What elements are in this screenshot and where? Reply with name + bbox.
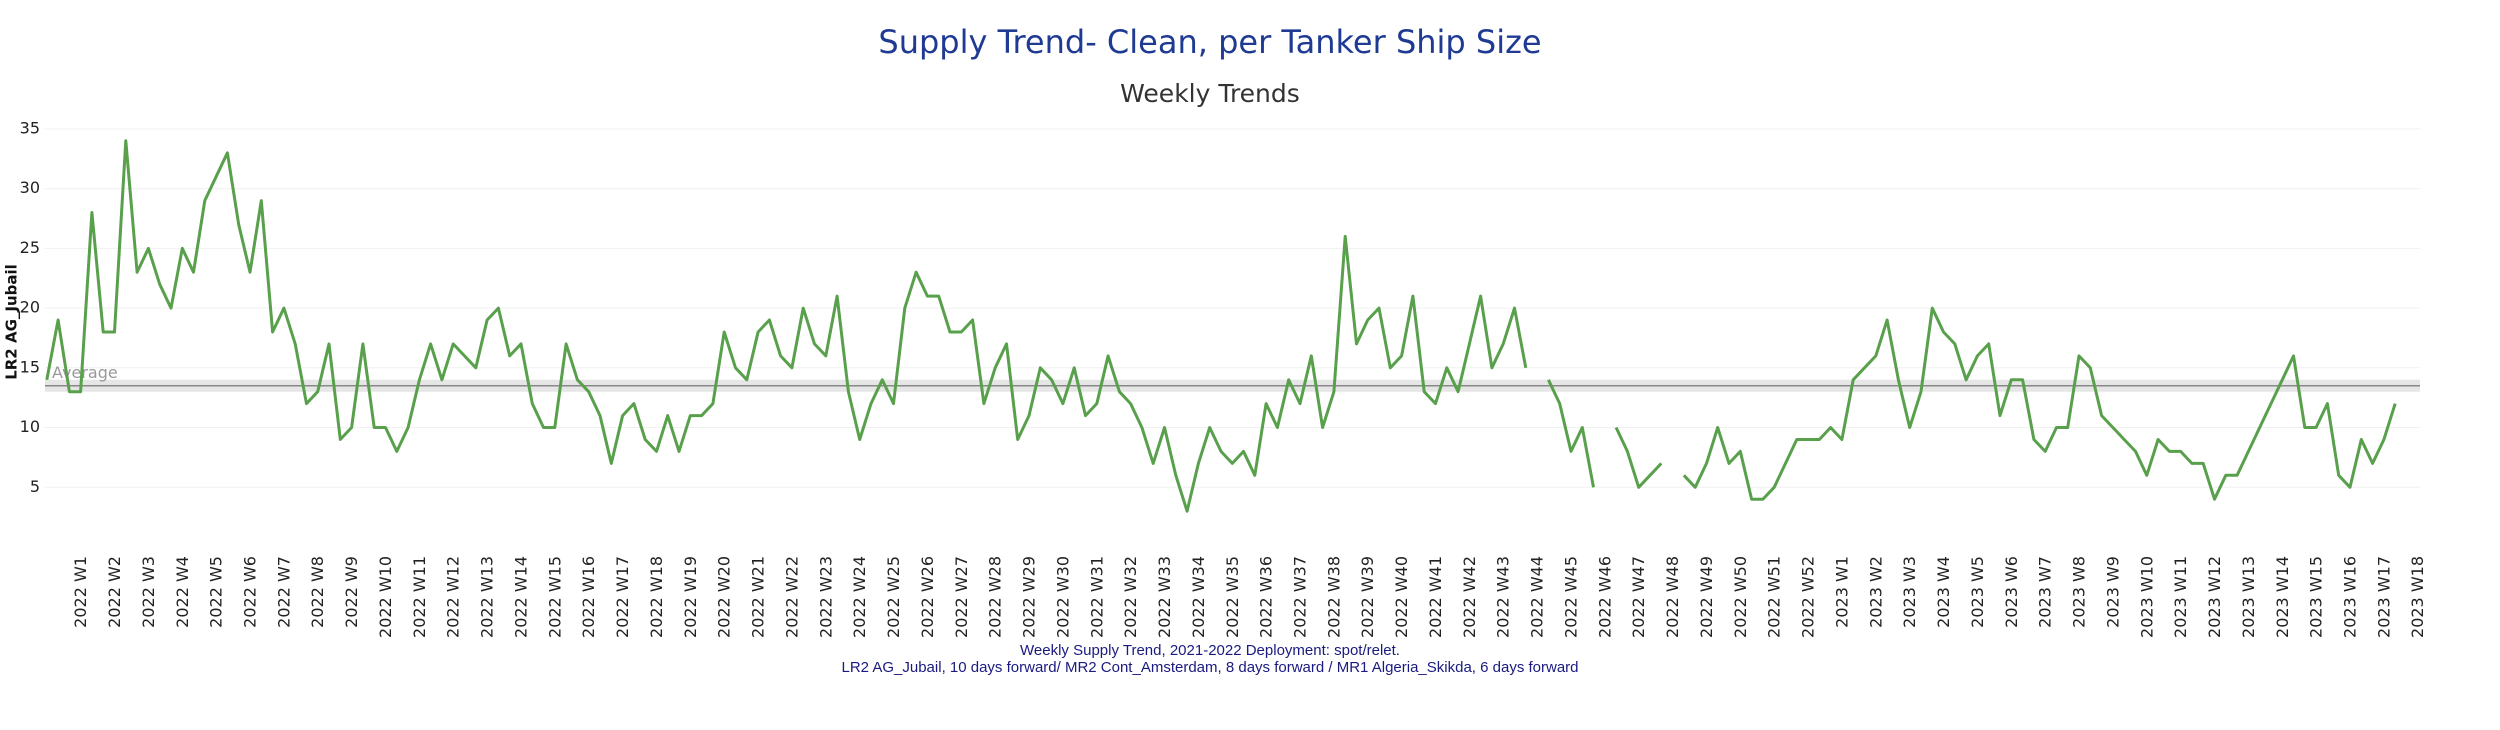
x-tick-label: 2022 W2 <box>105 556 124 628</box>
x-tick-label: 2023 W9 <box>2103 556 2122 628</box>
x-tick-label: 2023 W12 <box>2205 556 2224 638</box>
x-tick-label: 2022 W52 <box>1799 556 1818 638</box>
x-tick-label: 2023 W13 <box>2239 556 2258 638</box>
x-tick-label: 2022 W24 <box>850 556 869 638</box>
x-tick-label: 2023 W15 <box>2307 556 2326 638</box>
x-tick-label: 2022 W49 <box>1697 556 1716 638</box>
x-tick-label: 2022 W48 <box>1663 556 1682 638</box>
x-tick-label: 2022 W37 <box>1291 556 1310 638</box>
y-axis-label: LR2 AG_Jubail <box>3 264 21 380</box>
x-tick-label: 2023 W7 <box>2036 556 2055 628</box>
x-tick-label: 2023 W5 <box>1968 556 1987 628</box>
x-tick-label: 2022 W1 <box>71 556 90 628</box>
x-tick-label: 2022 W16 <box>579 556 598 638</box>
x-tick-label: 2023 W16 <box>2341 556 2360 638</box>
x-tick-label: 2022 W34 <box>1189 556 1208 638</box>
x-tick-label: 2022 W31 <box>1087 556 1106 638</box>
x-tick-label: 2023 W4 <box>1934 556 1953 628</box>
x-tick-label: 2022 W18 <box>647 556 666 638</box>
x-tick-label: 2022 W13 <box>478 556 497 638</box>
x-tick-label: 2022 W21 <box>749 556 768 638</box>
x-tick-label: 2022 W26 <box>918 556 937 638</box>
x-tick-label: 2023 W17 <box>2374 556 2393 638</box>
x-tick-label: 2022 W17 <box>613 556 632 638</box>
footnote: LR2 AG_Jubail, 10 days forward/ MR2 Cont… <box>842 659 1579 676</box>
x-tick-label: 2023 W6 <box>2002 556 2021 628</box>
x-tick-label: 2022 W23 <box>816 556 835 638</box>
x-tick-label: 2022 W12 <box>444 556 463 638</box>
x-tick-label: 2023 W3 <box>1900 556 1919 628</box>
x-tick-label: 2022 W41 <box>1426 556 1445 638</box>
x-tick-label: 2022 W27 <box>952 556 971 638</box>
x-tick-label: 2022 W33 <box>1155 556 1174 638</box>
x-tick-label: 2023 W8 <box>2070 556 2089 628</box>
x-tick-label: 2022 W45 <box>1561 556 1580 638</box>
x-tick-label: 2022 W30 <box>1053 556 1072 638</box>
y-tick-label: 5 <box>30 477 40 496</box>
x-tick-label: 2022 W38 <box>1324 556 1343 638</box>
x-tick-label: 2023 W1 <box>1832 556 1851 628</box>
x-tick-label: 2023 W18 <box>2408 556 2427 638</box>
x-tick-label: 2022 W3 <box>139 556 158 628</box>
x-tick-label: 2022 W29 <box>1020 556 1039 638</box>
x-tick-label: 2022 W51 <box>1765 556 1784 638</box>
x-tick-label: 2022 W50 <box>1731 556 1750 638</box>
x-tick-label: 2022 W43 <box>1494 556 1513 638</box>
x-tick-label: 2022 W47 <box>1629 556 1648 638</box>
x-tick-label: 2022 W8 <box>308 556 327 628</box>
average-label: Average <box>52 363 118 382</box>
x-tick-label: 2023 W10 <box>2137 556 2156 638</box>
x-tick-label: 2022 W46 <box>1595 556 1614 638</box>
x-tick-label: 2022 W39 <box>1358 556 1377 638</box>
x-tick-label: 2022 W44 <box>1528 556 1547 638</box>
x-tick-label: 2022 W42 <box>1460 556 1479 638</box>
y-tick-label: 35 <box>20 118 40 137</box>
x-tick-label: 2022 W32 <box>1121 556 1140 638</box>
chart-subtitle: Weekly Trends <box>1120 79 1300 108</box>
x-tick-label: 2022 W4 <box>173 556 192 628</box>
x-tick-label: 2022 W9 <box>342 556 361 628</box>
x-tick-label: 2022 W7 <box>274 556 293 628</box>
y-tick-label: 25 <box>20 238 40 257</box>
x-tick-label: 2023 W14 <box>2273 556 2292 638</box>
x-tick-label: 2022 W40 <box>1392 556 1411 638</box>
x-tick-label: 2022 W14 <box>511 556 530 638</box>
x-tick-label: 2022 W19 <box>681 556 700 638</box>
x-tick-label: 2022 W11 <box>410 556 429 638</box>
footnote: Weekly Supply Trend, 2021-2022 Deploymen… <box>1020 642 1400 659</box>
x-tick-label: 2022 W36 <box>1257 556 1276 638</box>
y-tick-label: 15 <box>20 357 40 376</box>
x-tick-label: 2022 W28 <box>986 556 1005 638</box>
y-tick-label: 20 <box>20 298 40 317</box>
x-tick-label: 2023 W11 <box>2171 556 2190 638</box>
x-tick-label: 2022 W15 <box>545 556 564 638</box>
x-tick-label: 2022 W25 <box>884 556 903 638</box>
x-tick-label: 2022 W20 <box>715 556 734 638</box>
x-tick-label: 2022 W5 <box>207 556 226 628</box>
y-tick-label: 10 <box>20 417 40 436</box>
y-tick-label: 30 <box>20 178 40 197</box>
x-tick-label: 2022 W6 <box>241 556 260 628</box>
x-tick-label: 2023 W2 <box>1866 556 1885 628</box>
x-tick-label: 2022 W22 <box>782 556 801 638</box>
chart-title: Supply Trend- Clean, per Tanker Ship Siz… <box>878 23 1541 61</box>
x-tick-label: 2022 W35 <box>1223 556 1242 638</box>
data-line <box>45 139 2397 513</box>
x-tick-label: 2022 W10 <box>376 556 395 638</box>
